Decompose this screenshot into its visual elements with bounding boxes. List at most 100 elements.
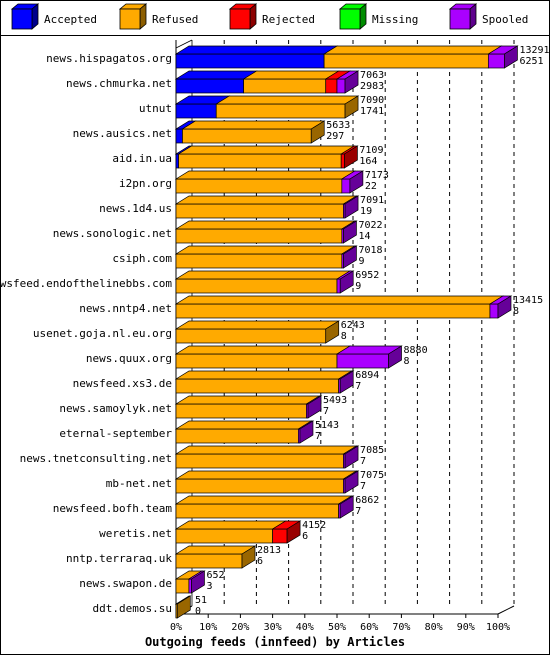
bar-top-news-nntp4-net-refused — [174, 295, 505, 305]
bar-newsfeed-bofh-team-refused — [175, 503, 339, 519]
bar-top-newsfeed-bofh-team-refused — [174, 495, 353, 505]
x-tick-label-50: 50% — [328, 622, 346, 633]
bar-news-quux-org-spooled — [336, 353, 389, 369]
value-label-offered-usenet-goja-nl-eu-org: 6243 — [341, 320, 365, 331]
bar-mb-net-net-refused — [175, 478, 344, 494]
bar-top-i2pn-org-refused — [174, 170, 357, 180]
x-tick-label-40: 40% — [296, 622, 314, 633]
bar-newsfeed-xs3-de-refused — [175, 378, 339, 394]
bar-side-csiph-com — [343, 245, 357, 269]
bar-csiph-com-refused — [175, 253, 343, 269]
bar-top-mb-net-net-refused — [174, 470, 358, 480]
bar-top-news-ausics-net-refused — [181, 120, 326, 130]
bar-top-newsfeed-endofthelinebbs-com-refused — [174, 270, 352, 280]
row-label-newsfeed-endofthelinebbs-com: newsfeed.endofthelinebbs.com — [0, 277, 172, 290]
value-label-second-mb-net-net: 7 — [360, 481, 366, 492]
bar-side-news-tnetconsulting-net — [344, 445, 359, 469]
bar-top-news-sonologic-net-refused — [174, 220, 357, 230]
value-label-offered-news-swapon-de: 652 — [206, 570, 224, 581]
bar-top-utnut-refused — [215, 95, 360, 105]
bar-eternal-september-refused — [175, 428, 299, 444]
row-label-news-chmurka-net: news.chmurka.net — [66, 77, 172, 90]
bar-side-i2pn-org — [349, 170, 364, 194]
bar-side-utnut — [344, 95, 359, 119]
bar-side-newsfeed-xs3-de — [339, 370, 354, 394]
bar-news-hispagatos-org-accepted — [175, 53, 325, 69]
row-label-i2pn-org: i2pn.org — [119, 177, 172, 190]
x-tick-label-80: 80% — [425, 622, 443, 633]
value-label-offered-csiph-com: 7018 — [358, 245, 382, 256]
x-axis-depth-right — [497, 605, 515, 615]
bar-news-ausics-net-accepted — [175, 128, 183, 144]
value-label-second-weretis-net: 6 — [302, 531, 308, 542]
bar-top-news-chmurka-net-accepted — [174, 70, 258, 80]
row-label-newsfeed-xs3-de: newsfeed.xs3.de — [73, 377, 172, 390]
x-tick-label-70: 70% — [392, 622, 410, 633]
value-label-offered-ddt-demos-su: 51 — [195, 595, 207, 606]
value-label-second-news-quux-org: 8 — [404, 356, 410, 367]
bar-top-news-tnetconsulting-net-refused — [174, 445, 358, 455]
value-label-second-news-tnetconsulting-net: 7 — [360, 456, 366, 467]
legend-swatch-refused — [119, 8, 141, 30]
bar-top-csiph-com-refused — [174, 245, 357, 255]
y-axis-labels: news.hispagatos.org news.chmurka.net utnut… — [0, 52, 172, 615]
bar-top-news-chmurka-net-refused — [242, 70, 340, 80]
bar-side-aid-in-ua — [344, 145, 358, 169]
bar-newsfeed-endofthelinebbs-com-refused — [175, 278, 338, 294]
bar-aid-in-ua-rejected — [340, 153, 345, 169]
value-label-second-aid-in-ua: 164 — [359, 156, 377, 167]
row-label-nntp-terraraq-uk: nntp.terraraq.uk — [66, 552, 172, 565]
bar-utnut-refused — [215, 103, 346, 119]
bar-top-usenet-goja-nl-eu-org-refused — [174, 320, 340, 330]
bar-news-hispagatos-org-spooled — [487, 53, 505, 69]
bar-weretis-net-refused — [175, 528, 273, 544]
bar-side-ddt-demos-su — [176, 595, 191, 619]
value-label-offered-news-chmurka-net: 7063 — [360, 70, 384, 81]
row-label-news-swapon-de: news.swapon.de — [79, 577, 172, 590]
value-label-offered-newsfeed-endofthelinebbs-com: 6952 — [355, 270, 379, 281]
value-label-second-newsfeed-xs3-de: 7 — [355, 381, 361, 392]
bar-top-newsfeed-xs3-de-refused — [174, 370, 353, 380]
bar-news-swapon-de-refused — [175, 578, 190, 594]
value-label-offered-newsfeed-xs3-de: 6894 — [355, 370, 379, 381]
value-label-second-csiph-com: 9 — [358, 256, 364, 267]
y-axis-top-depth — [175, 39, 193, 49]
row-label-aid-in-ua: aid.in.ua — [112, 152, 172, 165]
value-label-offered-news-hispagatos-org: 13291 — [519, 45, 549, 56]
bar-side-news-chmurka-net — [344, 70, 359, 94]
value-label-offered-weretis-net: 4152 — [302, 520, 326, 531]
row-label-usenet-goja-nl-eu-org: usenet.goja.nl.eu.org — [33, 327, 172, 340]
legend-swatch-side-refused — [139, 3, 147, 30]
row-label-news-quux-org: news.quux.org — [86, 352, 172, 365]
value-label-second-news-swapon-de: 3 — [206, 581, 212, 592]
x-tick-label-90: 90% — [457, 622, 475, 633]
bar-top-eternal-september-refused — [174, 420, 313, 430]
legend-label-accepted: Accepted — [44, 13, 97, 26]
value-label-second-news-chmurka-net: 2983 — [360, 81, 384, 92]
value-label-offered-news-nntp4-net: 13415 — [513, 295, 543, 306]
value-label-offered-newsfeed-bofh-team: 6862 — [355, 495, 379, 506]
legend-swatch-side-missing — [359, 3, 367, 30]
x-tick-label-10: 10% — [199, 622, 217, 633]
value-label-second-usenet-goja-nl-eu-org: 8 — [341, 331, 347, 342]
value-label-second-news-sonologic-net: 14 — [358, 231, 370, 242]
row-label-news-tnetconsulting-net: news.tnetconsulting.net — [20, 452, 172, 465]
value-label-offered-i2pn-org: 7173 — [365, 170, 389, 181]
value-label-second-nntp-terraraq-uk: 6 — [257, 556, 263, 567]
bar-news-chmurka-net-rejected — [325, 78, 338, 94]
value-label-second-newsfeed-bofh-team: 7 — [355, 506, 361, 517]
bar-news-sonologic-net-refused — [175, 228, 343, 244]
row-label-mb-net-net: mb-net.net — [106, 477, 172, 490]
bar-side-news-samoylyk-net — [307, 395, 322, 419]
bar-top-aid-in-ua-refused — [177, 145, 356, 155]
value-label-offered-news-tnetconsulting-net: 7085 — [360, 445, 384, 456]
bar-side-news-1d4-us — [344, 195, 359, 219]
legend-swatch-rejected — [229, 8, 251, 30]
value-label-offered-aid-in-ua: 7109 — [359, 145, 383, 156]
bar-side-news-quux-org — [388, 345, 402, 369]
value-label-second-i2pn-org: 22 — [365, 181, 377, 192]
value-label-offered-utnut: 7090 — [360, 95, 384, 106]
value-label-second-news-1d4-us: 19 — [360, 206, 372, 217]
x-tick-label-100: 100% — [486, 622, 510, 633]
bar-top-news-samoylyk-net-refused — [174, 395, 321, 405]
